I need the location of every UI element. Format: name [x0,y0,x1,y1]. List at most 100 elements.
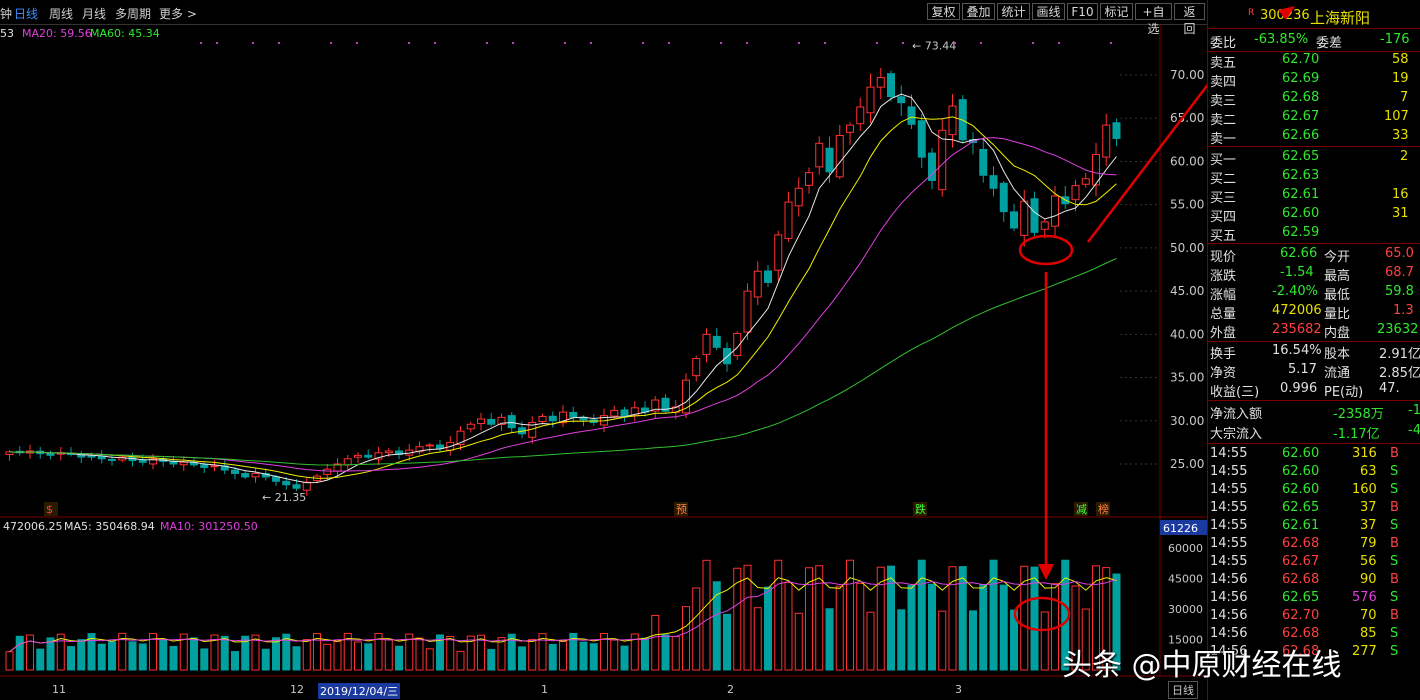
tick-volume: 37 [1360,518,1377,533]
back-button[interactable]: 返回 [1174,3,1205,36]
tab-more[interactable]: 更多 > [159,7,197,21]
candle-body [200,464,209,468]
candle-body [825,147,834,173]
volume-axis-label: 15000 [1168,634,1203,647]
tick-volume: 160 [1352,482,1377,497]
candle-body [507,415,516,429]
volume-bar [702,559,711,671]
ask-volume: 7 [1400,90,1409,105]
ask-price: 62.70 [1282,52,1320,67]
adjust-button[interactable]: 复权 [927,3,960,20]
signal-dot [408,42,410,44]
candle-body [559,411,567,424]
overlay-button[interactable]: 叠加 [962,3,995,20]
tab-weekly[interactable]: 周线 [49,7,74,21]
tick-time: 14:55 [1210,464,1248,479]
ask-row: 卖五 62.70 58 [1208,52,1420,71]
tick-side: S [1390,554,1399,569]
tick-row: 14:55 62.68 79 B [1208,536,1420,554]
volume-bar [856,582,865,671]
volume-bar [764,586,772,671]
candle-body [1040,221,1049,230]
volume-bar [723,613,731,671]
volume-axis-label: 30000 [1168,603,1203,616]
candle-body [436,444,444,449]
statistics-button[interactable]: 统计 [997,3,1030,20]
fund-label: 股本 [1324,347,1351,362]
signal-dot [954,42,956,44]
period-selector[interactable]: 日线 [1168,681,1198,699]
f10-button[interactable]: F10 [1067,3,1098,20]
date-label: 12 [290,683,304,696]
tick-price: 62.60 [1282,464,1320,479]
tab-monthly[interactable]: 月线 [82,7,107,21]
candle-body [466,423,475,430]
price-axis-label: 60.00 [1170,154,1204,168]
fund-value: 2.85亿 [1379,366,1420,381]
volume-bar [989,559,998,671]
ask-label: 卖二 [1210,113,1237,128]
candle-body [548,415,557,422]
tick-price: 62.68 [1282,572,1320,587]
flow-value: -2358万 [1333,407,1384,422]
volume-bar [302,639,311,671]
volume-bar [1071,585,1080,671]
volume-bar [1102,567,1111,671]
tick-time: 14:56 [1210,626,1248,641]
moving-average-lines [9,93,1117,484]
tick-row: 14:56 62.68 90 B [1208,572,1420,590]
volume-legend: MA10: 301250.50 [160,520,258,533]
tab-minute[interactable]: 钟 [0,7,13,21]
volume-bar [5,651,14,671]
volume-bar [67,646,75,671]
tab-daily[interactable]: 日线 [14,7,39,21]
volume-current-label: 61226 [1163,522,1198,535]
candle-body [948,105,957,136]
volume-bar [456,650,465,671]
stat-value: -1.54 [1280,265,1314,280]
fundamental-row: 换手 16.54% 股本 2.91亿 [1208,343,1420,362]
tick-price: 62.70 [1282,608,1320,623]
tab-multi-period[interactable]: 多周期 [115,7,152,21]
tick-volume: 576 [1352,590,1377,605]
candle-body [282,480,291,486]
tick-price: 62.65 [1282,500,1320,515]
signal-dot [512,42,514,44]
volume-bar [999,584,1008,671]
volume-bar [815,565,824,671]
kline-chart[interactable]: 70.0065.0060.0055.0050.0045.0040.0035.00… [0,24,1207,700]
tick-side: S [1390,518,1399,533]
bid-price: 62.59 [1282,225,1320,240]
volume-bar [97,643,106,671]
candle-body [46,452,55,456]
flow-value: -1 [1408,403,1420,418]
candle-body [774,234,783,271]
tick-time: 14:55 [1210,554,1248,569]
bid-row: 买二 62.63 [1208,168,1420,187]
tick-side: S [1390,644,1399,659]
ma60-line [9,257,1117,466]
volume-bar [333,641,342,671]
candle-body [1071,185,1080,201]
stat-label: 内盘 [1324,326,1351,341]
tick-row: 14:55 62.67 56 S [1208,554,1420,572]
add-watchlist-button[interactable]: +自选 [1135,3,1172,36]
event-marker-bg [44,502,58,516]
candle-body [87,455,96,458]
flow-label: 净流入额 [1210,407,1263,422]
volume-bar [1030,566,1039,671]
candle-body [108,458,116,461]
candle-body [979,148,988,176]
date-label: 2 [727,683,734,696]
mark-button[interactable]: 标记 [1100,3,1133,20]
volume-bar [26,634,34,671]
ask-label: 卖一 [1210,132,1237,147]
candle-body [907,106,916,125]
date-label: 3 [955,683,962,696]
tick-side: B [1390,608,1399,623]
stat-value: 62.66 [1280,246,1318,261]
volume-bar [846,559,854,671]
bid-label: 买五 [1210,229,1237,244]
draw-line-button[interactable]: 画线 [1032,3,1065,20]
highlight-circle-volume [1013,596,1071,632]
